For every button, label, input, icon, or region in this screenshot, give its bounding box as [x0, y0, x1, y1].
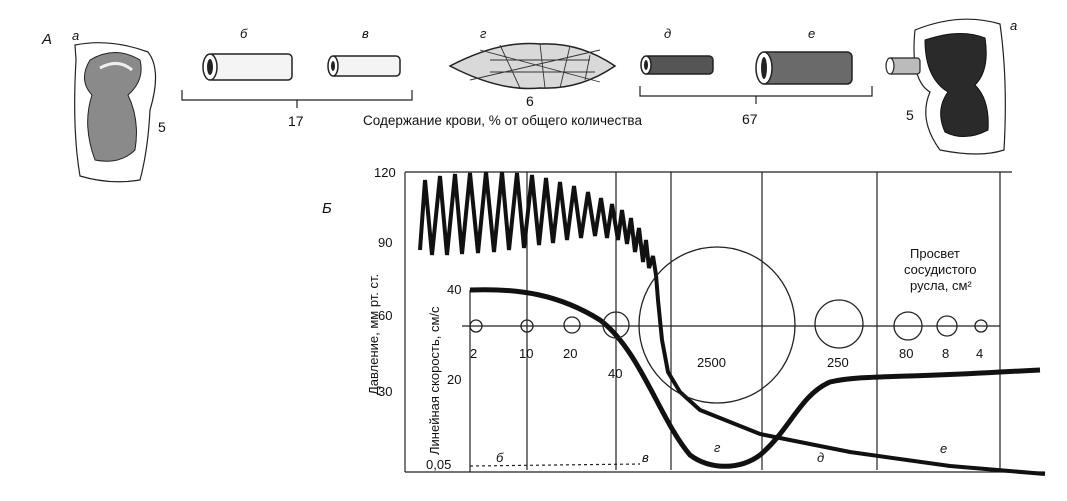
- lumen-circle-40: [602, 311, 630, 339]
- caption: Содержание крови, % от общего количества: [363, 113, 642, 128]
- lumen-circle-8: [936, 315, 958, 337]
- lumen-circle-2: [469, 319, 483, 333]
- heart-left-value: 5: [158, 119, 166, 135]
- arteriole-drawing: [327, 55, 401, 77]
- graph-frame: [404, 171, 1045, 473]
- pressure-curve: [418, 171, 1046, 476]
- venous-value: 67: [742, 111, 758, 127]
- pressure-tick-120: 120: [374, 165, 396, 180]
- velocity-tick-20: 20: [447, 372, 461, 387]
- artery-letter: б: [240, 26, 248, 41]
- lumen-value-2: 2: [470, 346, 477, 361]
- lumen-circle-2500: [638, 246, 796, 404]
- velocity-tick-40: 40: [447, 282, 461, 297]
- lumen-circle-80: [893, 311, 923, 341]
- lumen-value-250: 250: [827, 355, 849, 370]
- lumen-circle-10: [520, 319, 534, 333]
- velocity-tick-005: 0,05: [426, 457, 451, 472]
- lumen-value-40: 40: [608, 366, 622, 381]
- heart-right-drawing: [885, 18, 1006, 155]
- pressure-tick-90: 90: [378, 235, 392, 250]
- zone-letter-d: д: [817, 450, 824, 465]
- lumen-circles: [469, 246, 988, 404]
- pressure-tick-30: 30: [378, 384, 392, 399]
- capillary-network-drawing: [448, 42, 617, 90]
- heart-left-drawing: [74, 42, 157, 183]
- zone-letter-g: г: [714, 440, 721, 455]
- lumen-label-line-2: сосудистого: [904, 262, 977, 277]
- lumen-value-2500: 2500: [697, 355, 726, 370]
- zone-letter-b: б: [496, 450, 504, 465]
- arterial-bracket: [181, 90, 413, 108]
- panel-label-b: Б: [322, 200, 332, 217]
- heart-right-letter: а: [1010, 18, 1017, 33]
- zone-letter-v: в: [642, 450, 649, 465]
- heart-left-letter: а: [72, 28, 79, 43]
- pressure-axis-label: Давление, мм рт. ст.: [366, 274, 381, 395]
- lumen-circle-4: [974, 319, 988, 333]
- venous-bracket: [639, 86, 873, 104]
- venule-letter: д: [664, 26, 671, 41]
- lumen-circle-20: [563, 316, 581, 334]
- lumen-value-4: 4: [976, 346, 983, 361]
- lumen-value-10: 10: [519, 346, 533, 361]
- lumen-value-20: 20: [563, 346, 577, 361]
- velocity-curve: [469, 287, 1041, 469]
- venule-drawing: [640, 55, 714, 75]
- lumen-value-80: 80: [899, 346, 913, 361]
- velocity-axis-label: Линейная скорость, см/с: [427, 306, 442, 455]
- vein-letter: е: [808, 26, 815, 41]
- velocity-baseline: [469, 463, 641, 467]
- arterial-value: 17: [288, 113, 304, 129]
- zone-letter-e: е: [940, 441, 947, 456]
- vein-drawing: [755, 51, 853, 85]
- pressure-tick-60: 60: [378, 308, 392, 323]
- lumen-label-line-1: Просвет: [910, 246, 960, 261]
- capillary-letter: г: [480, 26, 487, 41]
- lumen-value-8: 8: [942, 346, 949, 361]
- artery-drawing: [202, 53, 293, 81]
- lumen-circle-250: [814, 299, 864, 349]
- arteriole-letter: в: [362, 26, 369, 41]
- panel-label-a: А: [41, 31, 52, 48]
- lumen-label-line-3: русла, см²: [910, 278, 972, 293]
- capillary-value: 6: [526, 93, 534, 109]
- heart-right-value: 5: [906, 107, 914, 123]
